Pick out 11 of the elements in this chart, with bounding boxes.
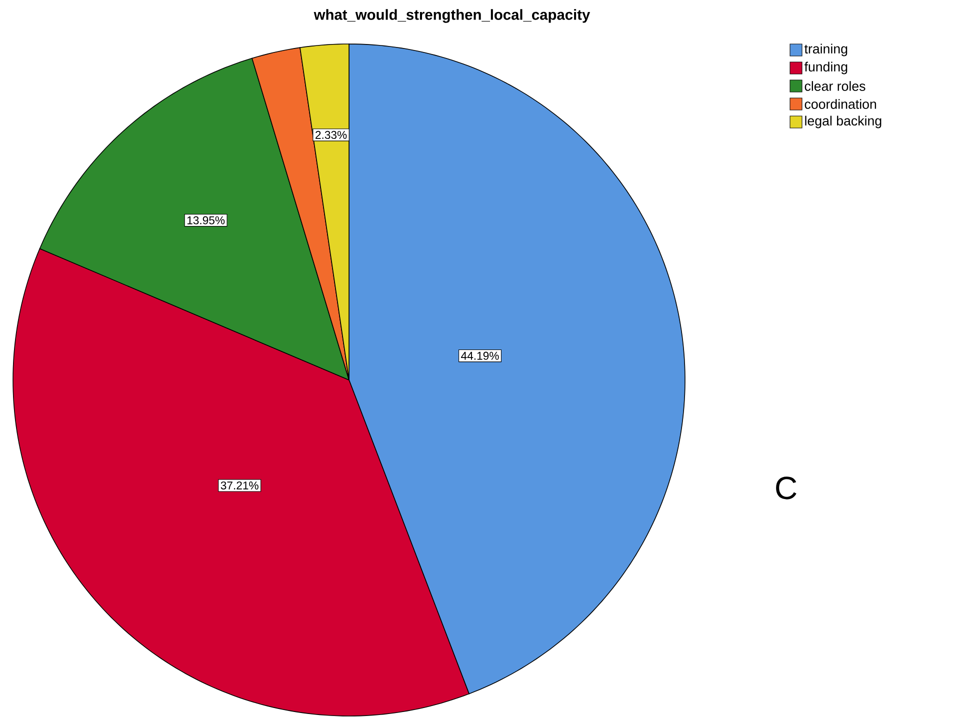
legend-label: legal backing	[805, 116, 882, 128]
legend-label: coordination	[804, 99, 876, 109]
legend-label: clear roles	[804, 81, 866, 91]
legend-label: training	[804, 44, 848, 56]
data-label: 37.21%	[220, 481, 258, 490]
data-label: 2.33%	[316, 130, 347, 139]
text: C	[776, 476, 796, 500]
chart-title: what_would_strengthen_local_capacity	[314, 9, 590, 23]
data-label: 13.95%	[187, 216, 225, 224]
data-label: 44.19%	[461, 352, 499, 360]
legend-label: funding	[804, 62, 848, 74]
